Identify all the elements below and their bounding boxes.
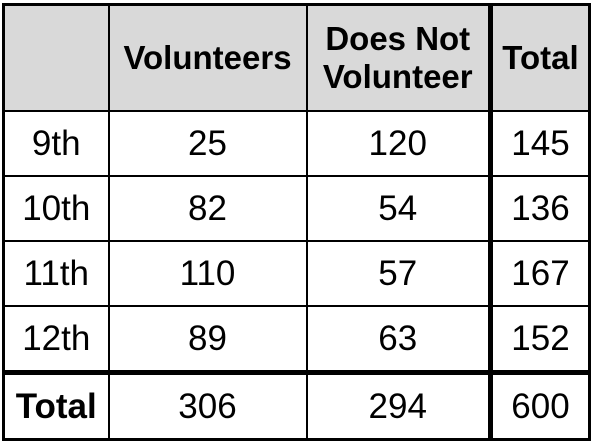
cell-grand-total: 600 bbox=[488, 370, 591, 441]
row-label-12th: 12th bbox=[2, 305, 110, 374]
cell-11th-volunteers: 110 bbox=[107, 240, 308, 307]
header-cell-does-not-volunteer: Does Not Volunteer bbox=[305, 3, 492, 112]
cell-total-volunteers: 306 bbox=[107, 370, 308, 441]
row-label-10th: 10th bbox=[2, 175, 110, 242]
cell-total-does-not-volunteer: 294 bbox=[305, 370, 492, 441]
cell-10th-does-not-volunteer: 54 bbox=[305, 175, 492, 242]
cell-10th-volunteers: 82 bbox=[107, 175, 308, 242]
cell-9th-does-not-volunteer: 120 bbox=[305, 110, 492, 177]
header-cell-volunteers: Volunteers bbox=[107, 3, 308, 112]
cell-12th-does-not-volunteer: 63 bbox=[305, 305, 492, 374]
cell-9th-volunteers: 25 bbox=[107, 110, 308, 177]
header-cell-total: Total bbox=[488, 3, 591, 112]
cell-9th-total: 145 bbox=[488, 110, 591, 177]
cell-11th-total: 167 bbox=[488, 240, 591, 307]
cell-12th-volunteers: 89 bbox=[107, 305, 308, 374]
corner-cell bbox=[2, 3, 110, 112]
header-row: Volunteers Does Not Volunteer Total bbox=[2, 3, 591, 112]
table-row-total: Total 306 294 600 bbox=[2, 370, 591, 441]
cell-12th-total: 152 bbox=[488, 305, 591, 374]
table-row-9th: 9th 25 120 145 bbox=[2, 110, 591, 177]
row-label-total: Total bbox=[2, 370, 110, 441]
table-row-10th: 10th 82 54 136 bbox=[2, 175, 591, 242]
table-row-11th: 11th 110 57 167 bbox=[2, 240, 591, 307]
cell-11th-does-not-volunteer: 57 bbox=[305, 240, 492, 307]
frequency-table: Volunteers Does Not Volunteer Total 9th … bbox=[2, 3, 591, 441]
row-label-9th: 9th bbox=[2, 110, 110, 177]
row-label-11th: 11th bbox=[2, 240, 110, 307]
table-row-12th: 12th 89 63 152 bbox=[2, 305, 591, 374]
cell-10th-total: 136 bbox=[488, 175, 591, 242]
